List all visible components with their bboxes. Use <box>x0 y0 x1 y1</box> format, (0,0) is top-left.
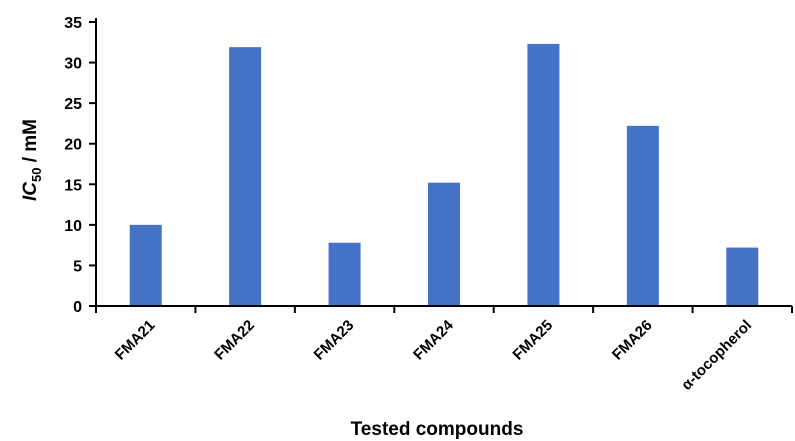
y-tick-label: 20 <box>64 137 82 154</box>
x-category-label: FMA22 <box>211 317 258 364</box>
x-category-label: FMA23 <box>311 317 358 364</box>
bar-fma24 <box>428 182 460 306</box>
bar-fma25 <box>527 43 560 307</box>
x-category-label: FMA26 <box>609 317 656 364</box>
x-category-label: α-tocopherol <box>678 317 755 394</box>
y-axis-title: IC50 / mM <box>20 119 44 201</box>
bar-fma26 <box>626 125 659 306</box>
y-axis-title-prefix: IC <box>20 182 41 201</box>
y-tick-label: 15 <box>64 177 82 194</box>
y-tick-label: 30 <box>64 56 82 73</box>
y-axis-title-subscript: 50 <box>29 168 44 182</box>
x-ticks-group: FMA21 FMA22 FMA23 FMA24 FMA25 FMA26 α-tocopher… <box>95 306 793 394</box>
y-ticks-group: 0 5 10 15 20 25 30 35 <box>64 15 96 316</box>
y-axis-title-suffix: / mM <box>20 119 41 168</box>
y-tick-label: 35 <box>64 15 82 32</box>
x-category-label: FMA25 <box>509 317 556 364</box>
y-tick-label: 10 <box>64 218 82 235</box>
y-tick-label: 25 <box>64 96 82 113</box>
x-axis-title: Tested compounds <box>351 419 524 440</box>
x-category-label: FMA24 <box>410 316 457 363</box>
axes-group <box>95 18 792 307</box>
bar-fma22 <box>229 47 262 306</box>
bars-group <box>129 43 759 307</box>
x-category-label: FMA21 <box>112 317 159 364</box>
y-tick-label: 5 <box>73 258 82 275</box>
bar-tocopherol <box>726 247 759 306</box>
y-tick-label: 0 <box>73 299 82 316</box>
bar-fma21 <box>129 224 162 306</box>
bar-fma23 <box>328 242 361 306</box>
